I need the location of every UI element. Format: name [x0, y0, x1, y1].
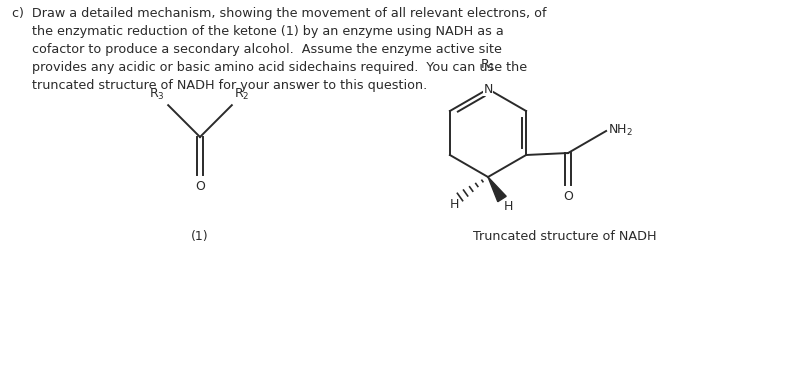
Text: H: H — [449, 198, 459, 211]
Text: N: N — [483, 82, 493, 95]
Text: R$_2$: R$_2$ — [234, 87, 249, 102]
Polygon shape — [488, 177, 506, 202]
Text: R$_1$: R$_1$ — [480, 58, 496, 73]
Text: O: O — [195, 180, 205, 193]
Text: Truncated structure of NADH: Truncated structure of NADH — [473, 230, 657, 243]
Text: R$_3$: R$_3$ — [149, 87, 165, 102]
Text: NH$_2$: NH$_2$ — [608, 122, 633, 137]
Text: H: H — [504, 200, 513, 213]
Text: O: O — [563, 190, 573, 203]
Text: c)  Draw a detailed mechanism, showing the movement of all relevant electrons, o: c) Draw a detailed mechanism, showing th… — [12, 7, 547, 92]
Text: (1): (1) — [191, 230, 208, 243]
